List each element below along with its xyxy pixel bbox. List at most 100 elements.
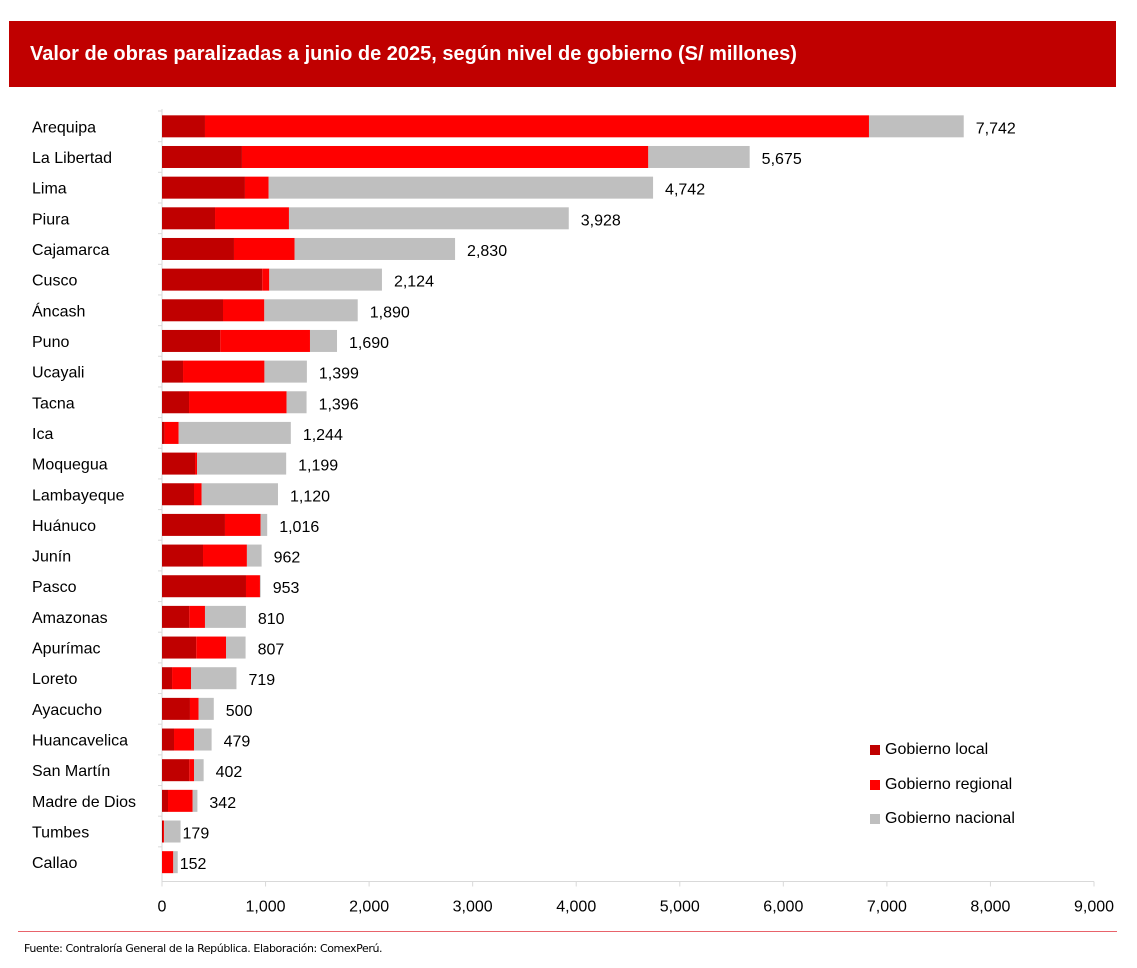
category-label: Pasco: [32, 579, 77, 596]
bar-segment-regional: [262, 268, 270, 291]
bar-segment-regional: [215, 207, 289, 230]
bar-segment-nacional: [309, 329, 338, 352]
category-label: Madre de Dios: [32, 794, 136, 811]
total-label: 1,244: [303, 427, 343, 444]
category-label: Junín: [32, 549, 71, 566]
bar-segment-local: [162, 145, 242, 168]
category-label: La Libertad: [32, 150, 112, 167]
total-label: 962: [274, 550, 301, 567]
bar-segment-regional: [244, 176, 269, 199]
bar-segment-nacional: [204, 605, 246, 628]
bar-segment-nacional: [198, 697, 214, 720]
x-tick-label: 3,000: [453, 899, 493, 916]
bar-segment-regional: [196, 636, 226, 659]
bar-segment-local: [162, 237, 234, 260]
bar-segment-regional: [204, 115, 869, 138]
category-label: San Martín: [32, 763, 110, 780]
bar-segment-local: [162, 391, 190, 414]
bar-segment-local: [162, 789, 169, 812]
bar-segment-local: [162, 697, 190, 720]
category-label: Lima: [32, 181, 67, 198]
total-label: 1,120: [290, 488, 330, 505]
category-label: Ayacucho: [32, 702, 102, 719]
bar-segment-regional: [195, 452, 198, 475]
bar-segment-nacional: [868, 115, 964, 138]
bar-segment-local: [162, 483, 194, 506]
legend-item-local: Gobierno local: [870, 733, 1015, 768]
bar-segment-regional: [222, 299, 265, 322]
category-label: Ica: [32, 426, 53, 443]
bar-segment-regional: [189, 605, 205, 628]
category-label: Puno: [32, 334, 69, 351]
legend-label: Gobierno regional: [885, 775, 1013, 793]
legend-item-nacional: Gobierno nacional: [870, 802, 1015, 837]
category-label: Tacna: [32, 395, 75, 412]
source-note: Fuente: Contraloría General de la Repúbl…: [24, 942, 383, 955]
total-label: 7,742: [976, 120, 1016, 137]
bar-segment-nacional: [288, 207, 569, 230]
category-label: Amazonas: [32, 610, 108, 627]
total-label: 1,890: [370, 304, 410, 321]
total-label: 179: [183, 826, 210, 843]
category-label: Cusco: [32, 273, 77, 290]
chart-title: Valor de obras paralizadas a junio de 20…: [30, 43, 797, 65]
bar-segment-local: [162, 329, 221, 352]
legend-swatch-nacional: [870, 814, 880, 825]
bar-segment-regional: [220, 329, 310, 352]
bar-segment-regional: [164, 421, 179, 444]
category-label: Moquegua: [32, 457, 108, 474]
bar-segment-local: [162, 360, 184, 383]
x-tick-label: 8,000: [970, 899, 1010, 916]
bar-segment-local: [162, 728, 175, 751]
total-label: 1,199: [298, 458, 338, 475]
bar-segment-regional: [168, 789, 193, 812]
bar-segment-nacional: [190, 667, 237, 690]
bar-segment-nacional: [246, 544, 262, 567]
total-label: 342: [209, 795, 236, 812]
bar-segment-nacional: [259, 575, 261, 598]
x-tick-label: 7,000: [867, 899, 907, 916]
bar-segment-local: [162, 759, 190, 782]
bar-segment-nacional: [225, 636, 246, 659]
total-label: 1,690: [349, 335, 389, 352]
category-label: Loreto: [32, 671, 77, 688]
bar-segment-regional: [183, 360, 265, 383]
category-label: Arequipa: [32, 119, 96, 136]
bar-segment-regional: [174, 728, 194, 751]
category-label: Tumbes: [32, 825, 89, 842]
x-tick-label: 6,000: [763, 899, 803, 916]
bar-segment-regional: [224, 513, 261, 536]
total-label: 1,399: [319, 366, 359, 383]
legend: Gobierno local Gobierno regional Gobiern…: [870, 733, 1015, 837]
bar-segment-local: [162, 268, 263, 291]
bar-segment-nacional: [286, 391, 307, 414]
total-label: 1,016: [279, 519, 319, 536]
legend-swatch-local: [870, 745, 880, 756]
bar-segment-nacional: [173, 851, 178, 874]
bar-segment-local: [162, 820, 164, 843]
bar-segment-regional: [241, 145, 649, 168]
bar-segment-local: [162, 207, 216, 230]
bar-segment-regional: [162, 851, 174, 874]
bar-segment-nacional: [264, 360, 307, 383]
bar-segment-regional: [172, 667, 191, 690]
category-label: Cajamarca: [32, 242, 109, 259]
bar-segment-nacional: [648, 145, 750, 168]
x-tick-label: 0: [158, 899, 167, 916]
bar-segment-nacional: [269, 268, 382, 291]
bar-segment-local: [162, 636, 197, 659]
total-label: 479: [224, 734, 251, 751]
bar-segment-regional: [203, 544, 247, 567]
legend-label: Gobierno local: [885, 741, 989, 759]
bar-segment-local: [162, 115, 205, 138]
total-label: 3,928: [581, 212, 621, 229]
bar-segment-nacional: [201, 483, 278, 506]
bar-segment-regional: [233, 237, 295, 260]
bar-segment-nacional: [193, 728, 212, 751]
total-label: 5,675: [762, 151, 802, 168]
x-tick-label: 9,000: [1074, 899, 1114, 916]
bar-segment-regional: [189, 391, 287, 414]
bar-segment-local: [162, 667, 173, 690]
category-label: Ucayali: [32, 365, 84, 382]
